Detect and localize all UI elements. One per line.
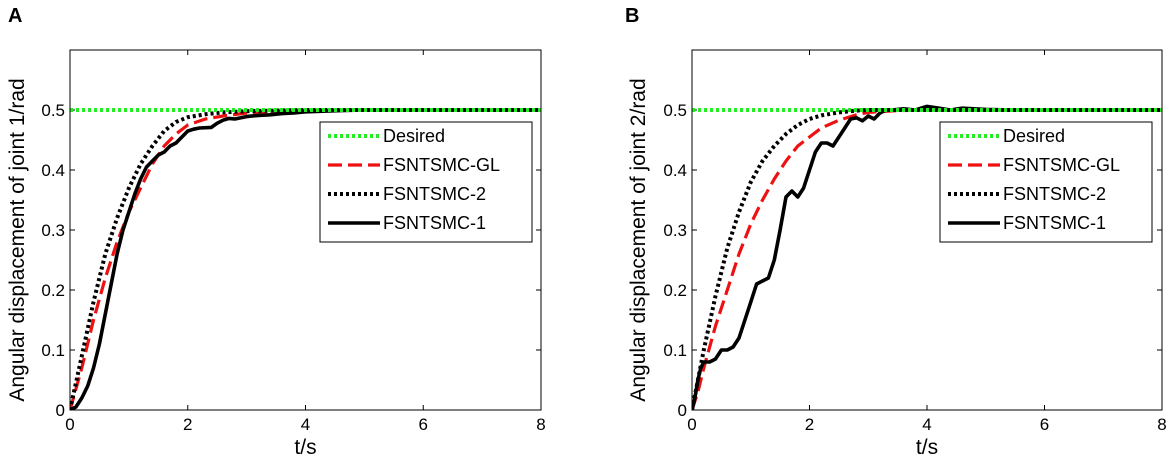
panel-a-ytick-label: 0.2 — [41, 281, 65, 300]
panel-b-label: B — [625, 5, 639, 27]
panel-a-legend-label: FSNTSMC-1 — [383, 213, 486, 233]
panel-b-chart: B 0 2 4 6 8 0 0.1 0.2 0.3 0.4 0.5 t/s Angular displac… — [625, 5, 1167, 459]
panel-b-ytick-label: 0.5 — [663, 101, 687, 120]
panel-b-xtick-label: 8 — [1157, 415, 1166, 434]
panel-b-xlabel: t/s — [916, 436, 938, 459]
panel-a-xtick-label: 6 — [419, 415, 428, 434]
panel-a-xtick-label: 8 — [536, 415, 545, 434]
panel-a-label: A — [8, 5, 22, 27]
panel-a-chart: A 0 2 4 6 8 0 0.1 0.2 0.3 0.4 0.5 t/s Angular displac… — [6, 5, 546, 459]
panel-b-legend-label: Desired — [1003, 126, 1065, 146]
panel-a-ytick-label: 0.5 — [41, 101, 65, 120]
panel-a-legend: Desired FSNTSMC-GL FSNTSMC-2 FSNTSMC-1 — [319, 121, 533, 243]
panel-a-xtick-label: 2 — [183, 415, 192, 434]
panel-b-axes-box — [691, 49, 1163, 411]
panel-a-ytick-label: 0.3 — [41, 221, 65, 240]
panel-a-ytick-label: 0 — [56, 401, 65, 420]
panel-a-legend-label: FSNTSMC-GL — [383, 155, 500, 175]
panel-b-xtick-label: 2 — [805, 415, 814, 434]
panel-a-legend-label: FSNTSMC-2 — [383, 184, 486, 204]
panel-b-ytick-label: 0 — [678, 401, 687, 420]
panel-b-ytick-label: 0.1 — [663, 341, 687, 360]
panel-b-ylabel: Angular displacement of joint 2/rad — [627, 78, 650, 401]
panel-b-ytick-label: 0.4 — [663, 161, 687, 180]
panel-a-series-fsntsmc-2 — [70, 108, 541, 410]
panel-a-ytick-label: 0.4 — [41, 161, 65, 180]
panel-b-ytick-label: 0.3 — [663, 221, 687, 240]
panel-b-xtick-label: 6 — [1040, 415, 1049, 434]
panel-b-legend-label: FSNTSMC-GL — [1003, 155, 1120, 175]
panel-a-xtick-label: 4 — [301, 415, 310, 434]
panel-b-ytick-label: 0.2 — [663, 281, 687, 300]
panel-b-legend-label: FSNTSMC-1 — [1003, 213, 1106, 233]
panel-a-xlabel: t/s — [294, 436, 316, 459]
panel-b-legend: Desired FSNTSMC-GL FSNTSMC-2 FSNTSMC-1 — [939, 121, 1153, 243]
panel-b-xtick-label: 4 — [922, 415, 931, 434]
panel-a-xtick-label: 0 — [65, 415, 74, 434]
panel-b-legend-label: FSNTSMC-2 — [1003, 184, 1106, 204]
panel-a-legend-label: Desired — [383, 126, 445, 146]
panel-a-series-fsntsmc-1 — [70, 108, 541, 410]
panel-b-xtick-label: 0 — [687, 415, 696, 434]
panel-a-ytick-label: 0.1 — [41, 341, 65, 360]
panel-a-ylabel: Angular displacement of joint 1/rad — [6, 78, 29, 401]
panel-a-axes-box — [69, 49, 542, 411]
